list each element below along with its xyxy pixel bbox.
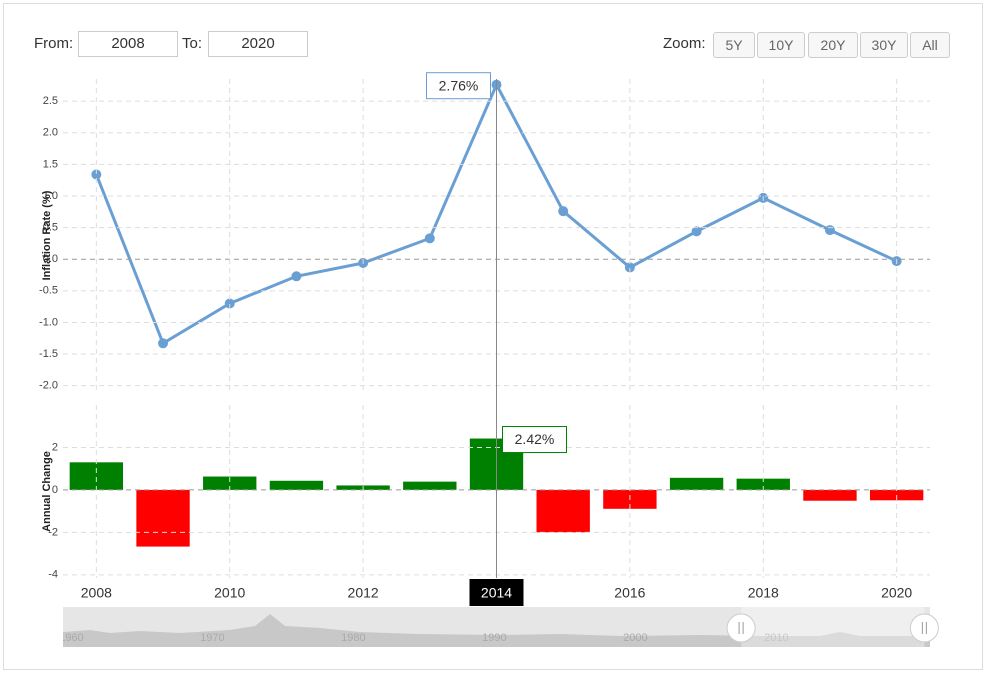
y-tick-label: -1.5 xyxy=(39,348,58,360)
point xyxy=(158,338,169,349)
y-tick-label: 1.5 xyxy=(43,158,58,170)
zoom-button[interactable]: 10Y xyxy=(757,32,805,58)
point xyxy=(624,262,635,273)
y-tick-label: 2.5 xyxy=(43,95,58,107)
navigator-tick-label: 2010 xyxy=(764,632,788,644)
y-tick-label: 2.0 xyxy=(43,127,58,139)
zoom-button[interactable]: 5Y xyxy=(713,32,755,58)
point xyxy=(91,169,102,180)
x-tick-label: 2012 xyxy=(348,585,379,601)
zoom-button[interactable]: 30Y xyxy=(860,32,908,58)
bar xyxy=(69,462,124,490)
handle-knob xyxy=(909,613,939,643)
y-tick-label: 2 xyxy=(52,441,58,453)
navigator-tick-label: 1960 xyxy=(59,632,83,644)
x-tick-highlight xyxy=(469,579,524,606)
point xyxy=(424,233,435,244)
chart-frame xyxy=(3,3,983,670)
navigator-tick-label: 1990 xyxy=(482,632,506,644)
navigator-handle[interactable] xyxy=(726,613,756,643)
tooltip-label: 2.76% xyxy=(439,77,479,93)
to-label: To: xyxy=(182,35,203,52)
x-tick-label: 2018 xyxy=(748,585,779,601)
bar xyxy=(536,489,590,533)
handle-knob xyxy=(726,613,756,643)
navigator-tick-label: 2000 xyxy=(623,632,647,644)
tooltip-label: 2.42% xyxy=(515,431,555,447)
bar xyxy=(136,489,190,547)
bar xyxy=(669,477,724,490)
zoom-label: Zoom: xyxy=(663,35,706,52)
y-tick-label: -2 xyxy=(48,526,58,538)
bar xyxy=(269,480,324,490)
x-tick-label: 2016 xyxy=(614,585,645,601)
y-axis-title: Inflation Rate (%) xyxy=(41,190,53,280)
point xyxy=(691,226,702,237)
point xyxy=(824,225,835,236)
y-tick-label: -1.0 xyxy=(39,316,58,328)
zoom-button[interactable]: 20Y xyxy=(808,32,858,58)
navigator-labels: 1960 1970 1980 1990 2000 2010 xyxy=(59,632,789,644)
x-tick-label: 2020 xyxy=(881,585,912,601)
y-tick-label: -2.0 xyxy=(39,380,58,392)
to-input[interactable]: 2020 xyxy=(208,31,308,57)
navigator-tick-label: 1970 xyxy=(200,632,224,644)
x-tick-label: 2008 xyxy=(81,585,112,601)
navigator-tick-label: 1980 xyxy=(341,632,365,644)
bar xyxy=(403,481,457,490)
point xyxy=(558,206,569,217)
y-axis-title: Annual Change xyxy=(41,451,53,532)
y-tick-label: 0.5 xyxy=(43,222,58,234)
from-label: From: xyxy=(34,35,74,52)
x-tick-label: 2014 xyxy=(481,585,512,601)
bar xyxy=(736,478,790,490)
x-tick-label: 2010 xyxy=(214,585,245,601)
y-tick-label: -4 xyxy=(48,569,58,581)
zoom-button[interactable]: All xyxy=(910,32,950,58)
point xyxy=(224,298,235,309)
bar xyxy=(803,489,857,501)
tooltip-box xyxy=(502,426,567,454)
navigator-handle[interactable] xyxy=(909,613,939,643)
y-tick-label: 0 xyxy=(52,484,58,496)
y-tick-label: 0.0 xyxy=(43,253,58,265)
bar xyxy=(203,476,257,490)
navigator-sparkline xyxy=(63,614,930,647)
y-tick-label: 1.0 xyxy=(43,190,58,202)
navigator-selection xyxy=(741,607,925,647)
tooltip-box xyxy=(426,72,491,100)
from-input[interactable]: 2008 xyxy=(78,31,178,57)
point xyxy=(291,271,302,282)
y-tick-label: -0.5 xyxy=(39,285,58,297)
